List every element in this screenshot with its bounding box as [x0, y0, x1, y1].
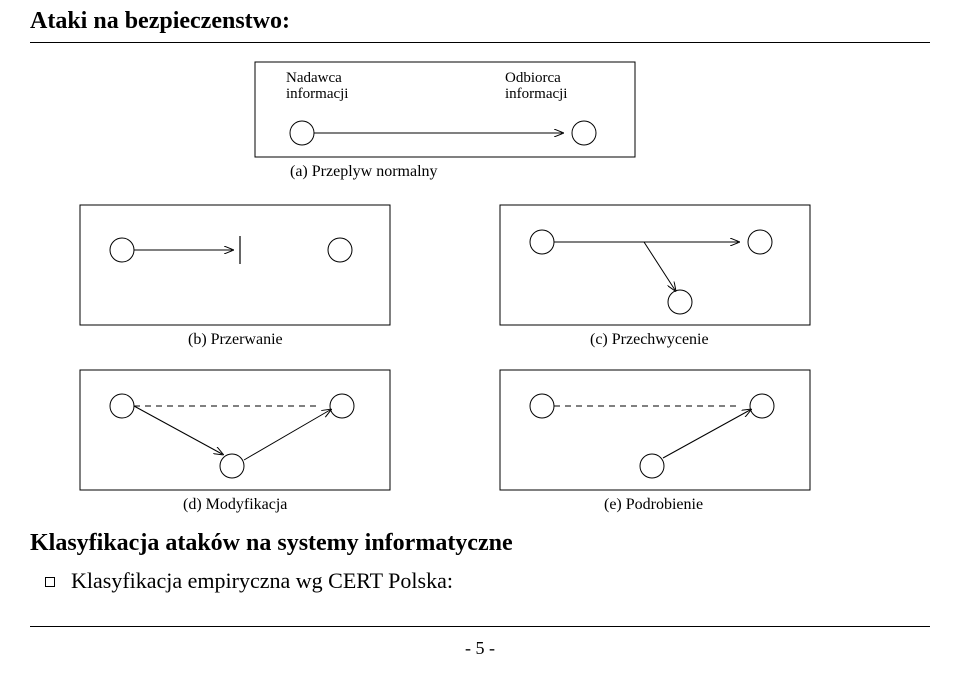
caption-b: (b) Przerwanie	[188, 331, 283, 348]
page-number: - 5 -	[0, 638, 960, 659]
label-a-sender: Nadawca	[286, 70, 342, 86]
node-a-sender	[290, 121, 314, 145]
caption-d: (d) Modyfikacja	[183, 496, 287, 513]
box-b	[80, 205, 390, 325]
caption-c: (c) Przechwycenie	[590, 331, 709, 348]
node-d-1	[110, 394, 134, 418]
diagram-area: Nadawca informacji Odbiorca informacji (…	[0, 50, 960, 520]
node-e-3	[640, 454, 664, 478]
subsection-title: Klasyfikacja ataków na systemy informaty…	[30, 530, 513, 557]
node-d-2	[330, 394, 354, 418]
node-c-2	[748, 230, 772, 254]
page-title: Ataki na bezpieczenstwo:	[30, 8, 290, 35]
footer-line	[30, 626, 930, 627]
caption-a: (a) Przeplyw normalny	[290, 163, 438, 180]
node-a-receiver	[572, 121, 596, 145]
label-a-receiver-2: informacji	[505, 86, 567, 102]
box-c	[500, 205, 810, 325]
label-a-sender-2: informacji	[286, 86, 348, 102]
node-b-2	[328, 238, 352, 262]
node-e-2	[750, 394, 774, 418]
caption-e: (e) Podrobienie	[604, 496, 703, 513]
node-c-1	[530, 230, 554, 254]
node-c-3	[668, 290, 692, 314]
title-underline	[30, 42, 930, 43]
bullet-line: Klasyfikacja empiryczna wg CERT Polska:	[45, 568, 453, 594]
node-d-3	[220, 454, 244, 478]
node-e-1	[530, 394, 554, 418]
bullet-text: Klasyfikacja empiryczna wg CERT Polska:	[71, 568, 453, 593]
label-a-receiver: Odbiorca	[505, 70, 561, 86]
bullet-square-icon	[45, 577, 55, 587]
diagram-svg: Nadawca informacji Odbiorca informacji (…	[0, 50, 960, 520]
node-b-1	[110, 238, 134, 262]
